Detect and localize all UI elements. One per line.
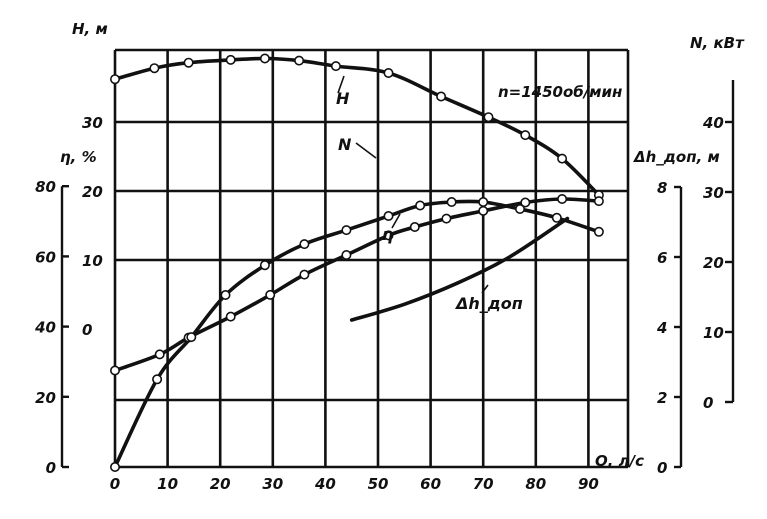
data-point-eta: [551, 212, 562, 223]
data-point-eta: [152, 374, 163, 385]
leader-H: [337, 75, 345, 94]
axis-title-N: N, кВт: [690, 34, 745, 52]
x-tick-label: 70: [473, 475, 494, 493]
dh-tick-label: 8: [657, 179, 667, 197]
x-tick-label: 50: [368, 475, 389, 493]
data-point-N: [557, 194, 568, 205]
data-points: [110, 53, 604, 472]
N-tick-label: 10: [703, 324, 724, 342]
x-tick-label: 20: [210, 475, 231, 493]
data-point-eta: [446, 197, 457, 208]
grid-lines: [113, 48, 630, 467]
data-point-eta: [110, 461, 121, 472]
axis-title-dh: Δh_доп, м: [633, 148, 720, 166]
data-point-eta: [259, 260, 270, 271]
data-point-N: [478, 205, 489, 216]
data-point-H: [483, 112, 494, 123]
curves: [113, 56, 601, 469]
H-tick-label: 20: [82, 183, 103, 201]
data-point-N: [593, 196, 604, 207]
curve-label-dh: Δh_доп: [454, 294, 523, 313]
dh-tick-label: 6: [657, 249, 667, 267]
x-tick-label: 30: [262, 475, 283, 493]
data-point-H: [149, 63, 160, 74]
eta-tick-label: 60: [35, 248, 56, 266]
data-point-H: [183, 57, 194, 68]
data-point-eta: [299, 239, 310, 250]
data-point-N: [409, 222, 420, 233]
data-point-N: [341, 250, 352, 261]
x-tick-label: 80: [525, 475, 546, 493]
data-point-N: [110, 365, 121, 376]
speed-annotation: n=1450об/мин: [498, 83, 622, 101]
data-point-H: [225, 54, 236, 65]
eta-tick-label: 80: [35, 178, 56, 196]
data-point-H: [110, 74, 121, 85]
data-point-H: [259, 53, 270, 64]
data-point-eta: [593, 226, 604, 237]
dh-tick-label: 0: [657, 459, 667, 477]
data-point-H: [383, 68, 394, 79]
data-point-N: [154, 349, 165, 360]
N-tick-label: 30: [703, 184, 724, 202]
eta-tick-label: 20: [35, 389, 56, 407]
curve-label-N: N: [338, 135, 352, 154]
data-point-N: [265, 289, 276, 300]
H-tick-label: 10: [82, 252, 103, 270]
data-point-eta: [514, 204, 525, 215]
data-point-H: [436, 91, 447, 102]
data-point-eta: [478, 197, 489, 208]
data-point-N: [225, 311, 236, 322]
data-point-N: [299, 269, 310, 280]
N-tick-label: 20: [703, 254, 724, 272]
data-point-eta: [415, 200, 426, 211]
leader-dh: [481, 284, 489, 294]
data-point-N: [441, 213, 452, 224]
x-tick-label: 10: [157, 475, 178, 493]
H-tick-label: 0: [82, 321, 92, 339]
data-point-eta: [186, 332, 197, 343]
axis-title-x: Q, л/с: [595, 452, 644, 470]
series-line-H: [113, 56, 601, 197]
curve-labels: H, м η, % Δh_доп, м N, кВт Q, л/с n=1450…: [60, 20, 745, 470]
H-tick-label: 30: [82, 114, 103, 132]
data-point-H: [330, 61, 341, 72]
leader-N: [355, 142, 377, 159]
data-point-N: [520, 197, 531, 208]
x-tick-label: 40: [314, 475, 336, 493]
data-point-H: [294, 55, 305, 66]
data-point-eta: [220, 289, 231, 300]
data-point-eta: [383, 211, 394, 222]
axis-title-H: H, м: [72, 20, 108, 38]
data-point-H: [557, 153, 568, 164]
dh-tick-label: 4: [656, 319, 667, 337]
data-point-eta: [341, 225, 352, 236]
curve-label-H: H: [336, 89, 350, 108]
curve-label-eta: η: [382, 225, 393, 244]
leader-eta: [391, 213, 401, 229]
data-point-N: [383, 230, 394, 241]
axis-title-eta: η, %: [60, 148, 97, 166]
eta-tick-label: 40: [34, 319, 56, 337]
x-tick-label: 0: [110, 475, 120, 493]
series-line-dh: [349, 216, 570, 322]
data-point-H: [520, 130, 531, 141]
N-tick-label: 40: [702, 114, 724, 132]
x-tick-label: 90: [578, 475, 599, 493]
dh-tick-label: 2: [657, 389, 667, 407]
eta-tick-label: 0: [46, 459, 56, 477]
x-tick-label: 60: [420, 475, 441, 493]
N-tick-label: 0: [703, 394, 713, 412]
axes: [60, 80, 735, 469]
